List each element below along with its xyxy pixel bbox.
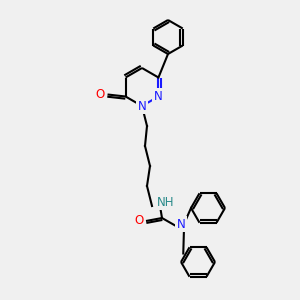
Text: O: O bbox=[95, 88, 104, 101]
Text: N: N bbox=[154, 90, 163, 103]
Text: O: O bbox=[134, 214, 144, 227]
Text: NH: NH bbox=[157, 196, 175, 208]
Text: N: N bbox=[138, 100, 146, 112]
Text: N: N bbox=[177, 218, 185, 230]
